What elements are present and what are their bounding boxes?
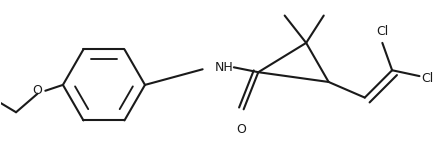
Text: Cl: Cl (421, 71, 433, 85)
Text: O: O (236, 123, 246, 136)
Text: O: O (33, 84, 43, 97)
Text: NH: NH (214, 61, 233, 74)
Text: Cl: Cl (375, 25, 388, 38)
